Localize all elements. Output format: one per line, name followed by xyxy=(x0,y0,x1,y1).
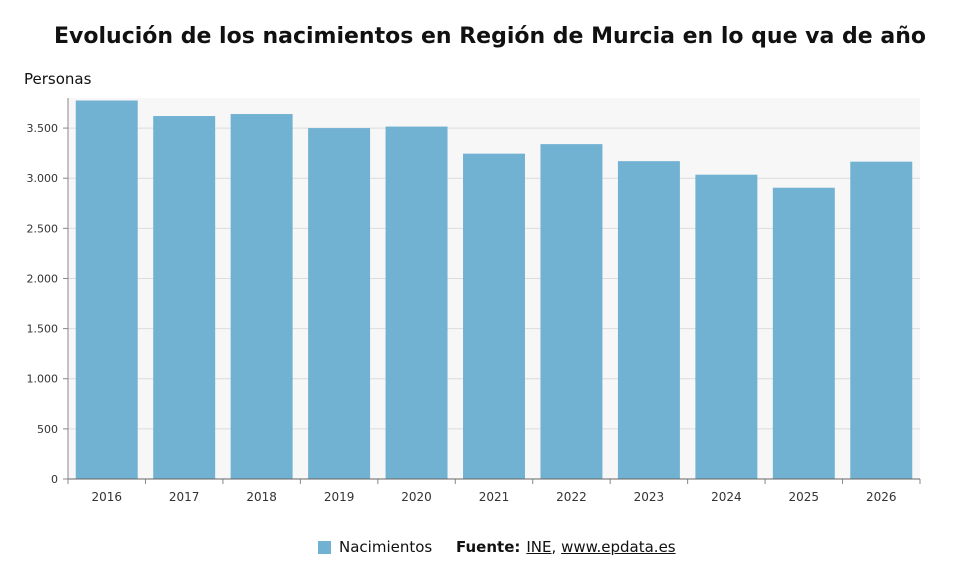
x-tick-label-2016: 2016 xyxy=(91,490,122,504)
y-tick-label: 1.500 xyxy=(27,323,59,336)
bar-2025 xyxy=(772,187,835,479)
x-tick-label-2024: 2024 xyxy=(711,490,742,504)
x-tick-label-2021: 2021 xyxy=(479,490,510,504)
bar-2026 xyxy=(850,161,913,479)
source-link-epdata[interactable]: www.epdata.es xyxy=(561,538,676,556)
bar-2016 xyxy=(75,100,138,479)
legend-label-nacimientos: Nacimientos xyxy=(339,538,433,556)
x-tick-label-2019: 2019 xyxy=(324,490,355,504)
source-note: Fuente: INE, www.epdata.es xyxy=(456,538,676,556)
y-axis-unit-label: Personas xyxy=(24,70,92,88)
x-tick-label-2023: 2023 xyxy=(634,490,665,504)
legend[interactable]: Nacimientos xyxy=(318,538,432,556)
chart-title: Evolución de los nacimientos en Región d… xyxy=(54,24,926,49)
source-link-ine[interactable]: INE xyxy=(526,538,552,556)
x-tick-label-2017: 2017 xyxy=(169,490,200,504)
source-separator: , xyxy=(551,538,557,556)
x-tick-label-2025: 2025 xyxy=(789,490,820,504)
bar-2022 xyxy=(540,144,603,480)
bar-2021 xyxy=(463,153,525,479)
x-tick-label-2026: 2026 xyxy=(866,490,897,504)
y-tick-label: 2.000 xyxy=(27,272,59,285)
y-tick-label: 500 xyxy=(37,423,58,436)
legend-swatch-nacimientos xyxy=(318,540,331,554)
bar-2018 xyxy=(230,114,293,479)
x-tick-label-2022: 2022 xyxy=(556,490,587,504)
bar-2020 xyxy=(385,126,448,479)
source-label: Fuente: xyxy=(456,538,521,556)
x-tick-label-2020: 2020 xyxy=(401,490,432,504)
bar-2017 xyxy=(153,116,216,480)
y-tick-label: 1.000 xyxy=(27,373,59,386)
bar-2023 xyxy=(617,161,680,480)
y-tick-label: 3.500 xyxy=(27,122,59,135)
y-tick-label: 3.000 xyxy=(27,172,59,185)
x-tick-label-2018: 2018 xyxy=(246,490,277,504)
y-tick-label: 0 xyxy=(51,473,58,486)
bar-2024 xyxy=(695,174,758,480)
bar-2019 xyxy=(308,128,371,479)
y-tick-label: 2.500 xyxy=(27,222,59,235)
